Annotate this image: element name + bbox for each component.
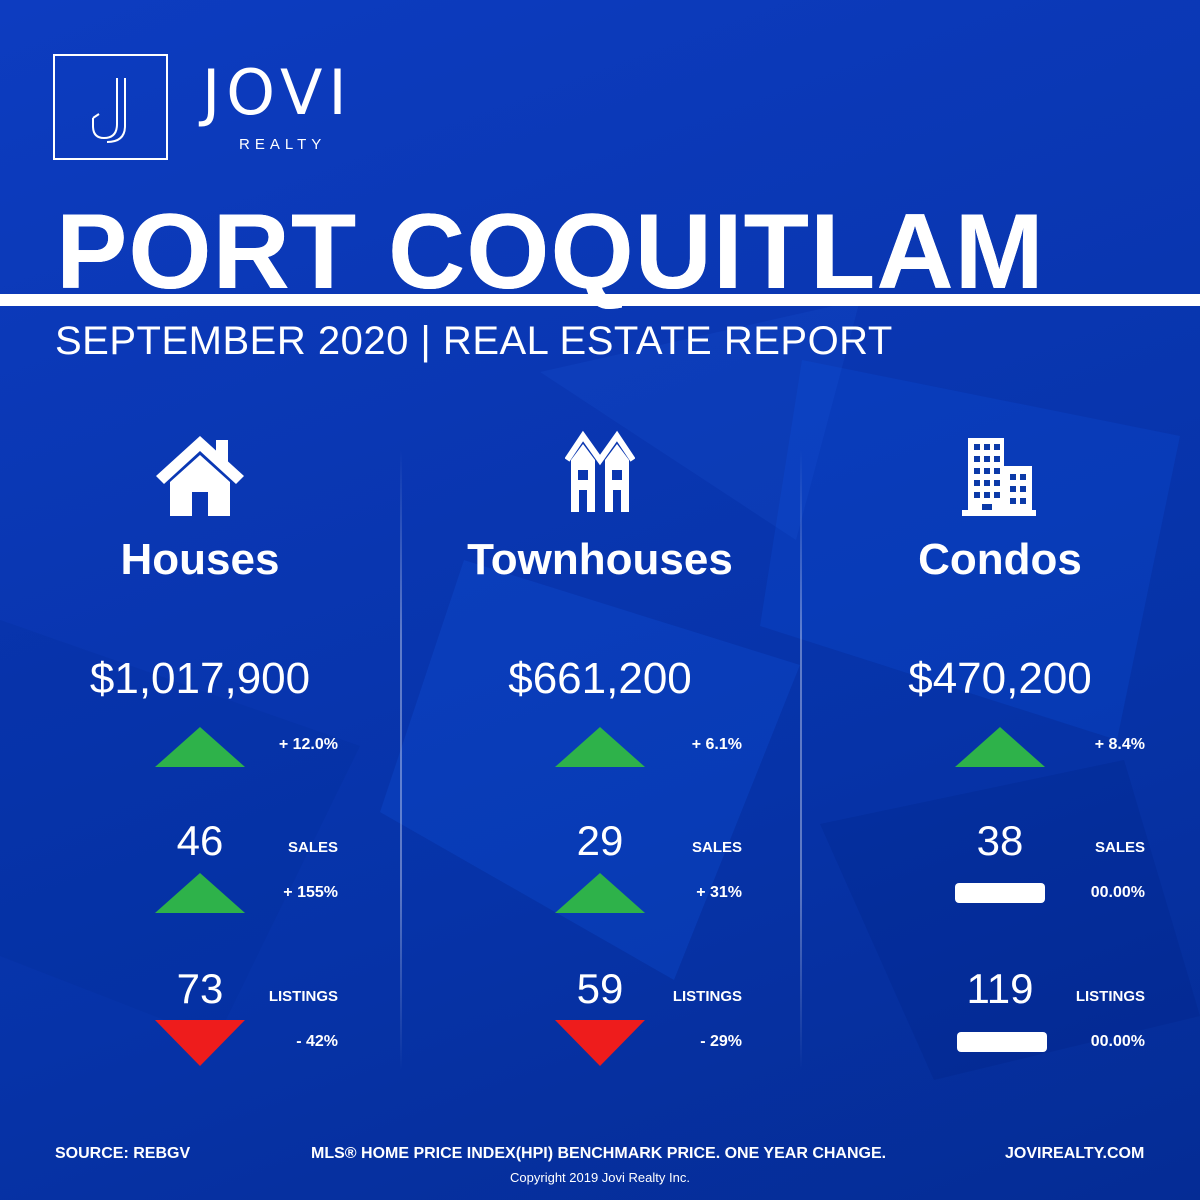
category-townhouses: Townhouses $661,200 + 6.1% 29 SALES + 31…	[400, 430, 800, 1070]
up-arrow-icon	[155, 873, 245, 913]
logo-mark	[53, 54, 168, 160]
methodology-note: MLS® HOME PRICE INDEX(HPI) BENCHMARK PRI…	[311, 1145, 887, 1162]
listings-change: 00.00%	[1090, 1033, 1145, 1050]
category-name: Houses	[120, 535, 280, 584]
house-icon	[0, 430, 400, 520]
category-name: Condos	[918, 535, 1082, 584]
source-note: SOURCE: REBGV	[55, 1145, 191, 1162]
townhouse-icon	[400, 430, 800, 520]
listings-change: - 42%	[296, 1033, 338, 1050]
title-underline	[0, 294, 1200, 306]
sales-count: 29	[576, 817, 624, 864]
brand-subtitle: REALTY	[239, 136, 327, 153]
category-houses: Houses $1,017,900 + 12.0% 46 SALES + 155…	[0, 430, 400, 1070]
price-change: + 8.4%	[1094, 736, 1145, 753]
column-divider	[800, 450, 802, 1070]
sales-label: SALES	[287, 839, 338, 856]
up-arrow-icon	[555, 727, 645, 767]
category-name: Townhouses	[467, 535, 733, 584]
sales-change: + 155%	[283, 884, 338, 901]
report-subtitle: SEPTEMBER 2020 | REAL ESTATE REPORT	[55, 319, 893, 363]
price-change: + 12.0%	[278, 736, 338, 753]
sales-change: 00.00%	[1090, 884, 1145, 901]
column-divider	[400, 450, 402, 1070]
listings-label: LISTINGS	[268, 988, 338, 1005]
benchmark-price: $1,017,900	[89, 654, 311, 703]
no-change-bar-icon	[957, 1032, 1047, 1052]
listings-count: 119	[966, 965, 1034, 1012]
sales-label: SALES	[1094, 839, 1145, 856]
no-change-bar-icon	[955, 883, 1045, 903]
listings-count: 73	[176, 965, 224, 1012]
price-change: + 6.1%	[691, 736, 742, 753]
website-link[interactable]: JOVIREALTY.COM	[1005, 1145, 1145, 1162]
down-arrow-icon	[555, 1020, 645, 1066]
up-arrow-icon	[955, 727, 1045, 767]
page-title: PORT COQUITLAM	[56, 191, 1045, 311]
up-arrow-icon	[555, 873, 645, 913]
sales-count: 46	[176, 817, 224, 864]
listings-label: LISTINGS	[1075, 988, 1145, 1005]
letter-j-monogram-icon	[92, 78, 126, 143]
listings-change: - 29%	[700, 1033, 742, 1050]
sales-label: SALES	[691, 839, 742, 856]
benchmark-price: $661,200	[508, 654, 692, 703]
up-arrow-icon	[155, 727, 245, 767]
copyright: Copyright 2019 Jovi Realty Inc.	[510, 1170, 690, 1185]
benchmark-price: $470,200	[908, 654, 1092, 703]
listings-label: LISTINGS	[672, 988, 742, 1005]
listings-count: 59	[576, 965, 624, 1012]
category-condos: Condos $470,200 + 8.4% 38 SALES 00.00% 1…	[800, 430, 1200, 1070]
sales-count: 38	[976, 817, 1024, 864]
condo-building-icon	[800, 430, 1200, 520]
brand-name: JOVI	[202, 56, 353, 129]
down-arrow-icon	[155, 1020, 245, 1066]
sales-change: + 31%	[696, 884, 742, 901]
